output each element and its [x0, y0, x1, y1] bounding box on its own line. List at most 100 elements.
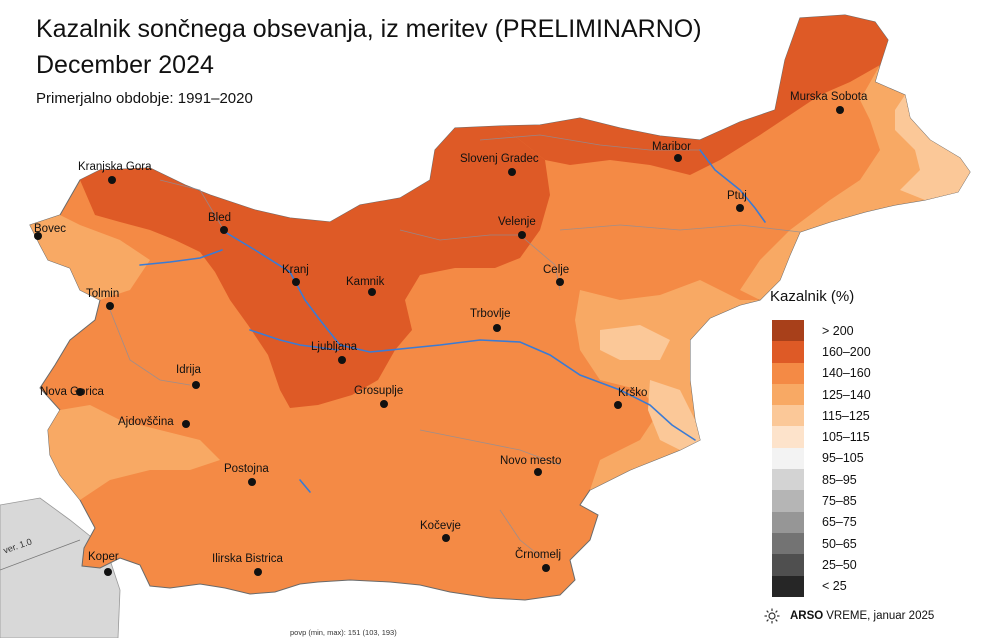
- city-marker: [104, 568, 112, 576]
- city-marker: [508, 168, 516, 176]
- legend-swatch: [772, 320, 804, 342]
- city-marker: [493, 324, 501, 332]
- legend-label: < 25: [822, 579, 847, 594]
- legend-label: 25–50: [822, 557, 857, 572]
- city-label: Koper: [88, 551, 119, 563]
- city-label: Postojna: [224, 463, 269, 475]
- city-marker: [556, 278, 564, 286]
- legend-label: 75–85: [822, 494, 857, 509]
- city-marker: [34, 232, 42, 240]
- zone-160-200-east: [500, 15, 888, 175]
- reference-period: Primerjalno obdobje: 1991–2020: [36, 90, 253, 107]
- zone-125-140-littoral: [48, 405, 220, 500]
- legend-label: 105–115: [822, 430, 870, 445]
- legend-label: 115–125: [822, 408, 870, 423]
- legend-swatch: [772, 383, 804, 406]
- legend-row: 105–115: [772, 426, 942, 448]
- zone-115-125-east: [895, 95, 970, 200]
- city-label: Murska Sobota: [790, 91, 868, 103]
- city-marker: [248, 478, 256, 486]
- city-label: Tolmin: [86, 288, 119, 300]
- city-label: Bled: [208, 212, 231, 224]
- city-label: Kamnik: [346, 276, 385, 288]
- legend-row: 75–85: [772, 490, 942, 512]
- city-marker: [292, 278, 300, 286]
- map-period: December 2024: [36, 51, 214, 79]
- city-label: Nova Gorica: [40, 386, 105, 398]
- city-marker: [338, 356, 346, 364]
- brand-arso: ARSO: [790, 610, 824, 622]
- legend-row: 50–65: [772, 532, 942, 555]
- legend-label: 140–160: [822, 366, 871, 381]
- city-marker: [380, 400, 388, 408]
- city-marker: [108, 176, 116, 184]
- city-label: Kočevje: [420, 520, 461, 532]
- legend-row: 140–160: [772, 362, 942, 384]
- legend-swatch: [772, 405, 804, 427]
- city-label: Maribor: [652, 141, 691, 153]
- city-marker: [518, 231, 526, 239]
- city-label: Ljubljana: [311, 341, 358, 353]
- city-marker: [534, 468, 542, 476]
- legend-label: 95–105: [822, 451, 864, 466]
- legend-label: 50–65: [822, 536, 857, 551]
- zone-115-125-central: [600, 325, 670, 360]
- legend-row: 160–200: [772, 341, 942, 363]
- stats-note: povp (min, max): 151 (103, 193): [290, 628, 397, 637]
- city-marker: [192, 381, 200, 389]
- city-label: Trbovlje: [470, 308, 510, 320]
- zone-115-125-krka: [648, 380, 700, 450]
- tributaries: [109, 134, 801, 561]
- legend-row: 115–125: [772, 405, 942, 427]
- city-label: Krško: [618, 387, 647, 399]
- border-line: [0, 539, 81, 571]
- city-markers: Murska Sobota Maribor Slovenj Gradec Ptuj Kr…: [34, 91, 868, 576]
- city-marker: [254, 568, 262, 576]
- city-label: Celje: [543, 264, 569, 276]
- city-marker: [106, 302, 114, 310]
- city-label: Kranj: [282, 264, 309, 276]
- brand-date: VREME, januar 2025: [826, 610, 935, 622]
- legend-row: 85–95: [772, 469, 942, 491]
- city-marker: [368, 288, 376, 296]
- city-label: Grosuplje: [354, 385, 403, 397]
- city-marker: [674, 154, 682, 162]
- zone-125-140-west: [30, 215, 150, 300]
- city-label: Ptuj: [727, 190, 747, 202]
- legend: > 200 160–200 140–160 125–140 115–125 105–115…: [772, 320, 942, 597]
- city-label: Ilirska Bistrica: [212, 553, 284, 565]
- legend-label: > 200: [822, 323, 854, 338]
- footer-brand: ARSO VREME, januar 2025: [764, 608, 934, 624]
- legend-swatch: [772, 490, 804, 512]
- legend-row: < 25: [772, 575, 942, 597]
- legend-title: Kazalnik (%): [770, 288, 855, 305]
- legend-swatch: [772, 554, 804, 576]
- city-marker: [614, 401, 622, 409]
- city-marker: [442, 534, 450, 542]
- legend-row: 125–140: [772, 383, 942, 406]
- map-title: Kazalnik sončnega obsevanja, iz meritev …: [36, 15, 702, 43]
- city-label: Velenje: [498, 216, 536, 228]
- city-marker: [182, 420, 190, 428]
- city-marker: [542, 564, 550, 572]
- legend-row: > 200: [772, 320, 942, 342]
- legend-label: 125–140: [822, 387, 871, 402]
- city-label: Idrija: [176, 364, 202, 376]
- legend-swatch: [772, 469, 804, 491]
- city-label: Novo mesto: [500, 455, 561, 467]
- legend-swatch: [772, 575, 804, 597]
- legend-swatch: [772, 341, 804, 363]
- city-marker: [736, 204, 744, 212]
- city-label: Kranjska Gora: [78, 161, 152, 173]
- legend-row: 95–105: [772, 447, 942, 470]
- legend-swatch: [772, 362, 804, 384]
- city-marker: [836, 106, 844, 114]
- city-label: Bovec: [34, 223, 66, 235]
- legend-label: 85–95: [822, 472, 857, 487]
- legend-swatch: [772, 447, 804, 470]
- legend-row: 65–75: [772, 511, 942, 533]
- city-marker: [220, 226, 228, 234]
- zone-160-200-west: [80, 126, 550, 408]
- city-label: Ajdovščina: [118, 416, 174, 428]
